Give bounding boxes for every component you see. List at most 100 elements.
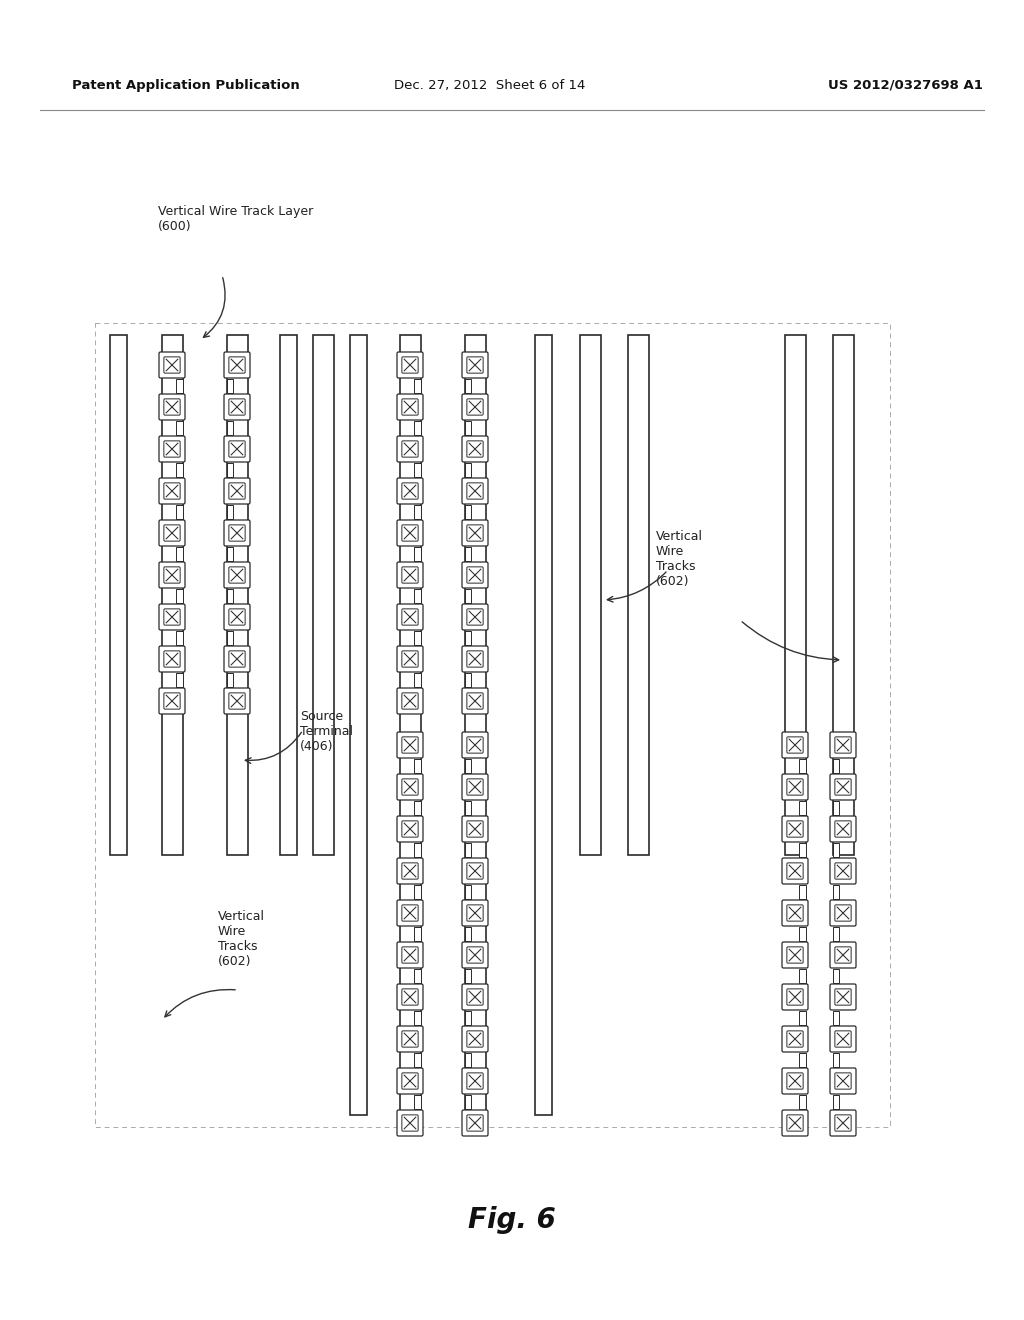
FancyBboxPatch shape [159, 645, 185, 672]
Bar [414, 884, 421, 899]
FancyBboxPatch shape [224, 352, 250, 378]
Bar [465, 1053, 471, 1067]
FancyBboxPatch shape [164, 651, 180, 667]
FancyBboxPatch shape [401, 609, 418, 626]
FancyBboxPatch shape [401, 821, 418, 837]
FancyBboxPatch shape [159, 478, 185, 504]
FancyBboxPatch shape [401, 483, 418, 499]
Bar [414, 546, 421, 561]
Bar [465, 884, 471, 899]
FancyBboxPatch shape [830, 983, 856, 1010]
Bar [414, 1011, 421, 1026]
Text: Vertical
Wire
Tracks
(602): Vertical Wire Tracks (602) [656, 531, 703, 587]
FancyBboxPatch shape [397, 562, 423, 587]
FancyBboxPatch shape [786, 1073, 803, 1089]
Text: Vertical Wire Track Layer
(600): Vertical Wire Track Layer (600) [158, 205, 313, 234]
FancyBboxPatch shape [401, 693, 418, 709]
FancyBboxPatch shape [229, 399, 245, 414]
Bar [799, 1053, 806, 1067]
Bar [799, 927, 806, 941]
FancyBboxPatch shape [229, 693, 245, 709]
FancyBboxPatch shape [224, 436, 250, 462]
FancyBboxPatch shape [224, 645, 250, 672]
FancyBboxPatch shape [782, 816, 808, 842]
FancyBboxPatch shape [786, 863, 803, 879]
FancyBboxPatch shape [467, 863, 483, 879]
Bar [95, 323, 890, 1127]
FancyBboxPatch shape [830, 1026, 856, 1052]
FancyBboxPatch shape [830, 816, 856, 842]
FancyBboxPatch shape [462, 942, 488, 968]
Bar [110, 335, 127, 855]
Bar [833, 843, 839, 857]
FancyBboxPatch shape [462, 1110, 488, 1137]
FancyBboxPatch shape [224, 688, 250, 714]
FancyBboxPatch shape [462, 900, 488, 927]
FancyBboxPatch shape [401, 399, 418, 414]
Bar [799, 843, 806, 857]
Bar [833, 335, 853, 855]
FancyBboxPatch shape [224, 605, 250, 630]
Bar [312, 335, 334, 855]
FancyBboxPatch shape [786, 779, 803, 795]
Bar [226, 506, 233, 519]
FancyBboxPatch shape [782, 1068, 808, 1094]
FancyBboxPatch shape [462, 1068, 488, 1094]
Bar [465, 1096, 471, 1109]
FancyBboxPatch shape [397, 983, 423, 1010]
Bar [833, 1053, 839, 1067]
FancyBboxPatch shape [835, 989, 851, 1005]
FancyBboxPatch shape [164, 609, 180, 626]
Bar [580, 335, 600, 855]
FancyBboxPatch shape [467, 693, 483, 709]
FancyBboxPatch shape [467, 989, 483, 1005]
FancyBboxPatch shape [467, 525, 483, 541]
FancyBboxPatch shape [782, 900, 808, 927]
FancyBboxPatch shape [835, 1031, 851, 1047]
FancyBboxPatch shape [467, 1031, 483, 1047]
FancyBboxPatch shape [830, 900, 856, 927]
Bar [414, 631, 421, 645]
FancyBboxPatch shape [397, 1026, 423, 1052]
FancyBboxPatch shape [467, 1115, 483, 1131]
Bar [628, 335, 648, 855]
FancyBboxPatch shape [830, 1068, 856, 1094]
FancyBboxPatch shape [401, 356, 418, 374]
FancyBboxPatch shape [401, 906, 418, 921]
FancyBboxPatch shape [159, 520, 185, 546]
FancyBboxPatch shape [401, 525, 418, 541]
FancyBboxPatch shape [782, 983, 808, 1010]
Bar [414, 463, 421, 477]
FancyBboxPatch shape [467, 566, 483, 583]
Bar [465, 1011, 471, 1026]
FancyBboxPatch shape [229, 356, 245, 374]
Bar [465, 673, 471, 686]
FancyBboxPatch shape [462, 562, 488, 587]
FancyBboxPatch shape [224, 562, 250, 587]
FancyBboxPatch shape [164, 441, 180, 457]
Bar [799, 969, 806, 983]
FancyBboxPatch shape [786, 1115, 803, 1131]
FancyBboxPatch shape [164, 566, 180, 583]
FancyBboxPatch shape [830, 858, 856, 884]
FancyBboxPatch shape [229, 566, 245, 583]
FancyBboxPatch shape [462, 774, 488, 800]
FancyBboxPatch shape [467, 737, 483, 754]
Bar [465, 546, 471, 561]
FancyBboxPatch shape [467, 483, 483, 499]
FancyBboxPatch shape [401, 566, 418, 583]
FancyBboxPatch shape [397, 900, 423, 927]
FancyBboxPatch shape [397, 733, 423, 758]
Bar [465, 801, 471, 814]
FancyBboxPatch shape [835, 1073, 851, 1089]
Bar [176, 379, 182, 393]
Bar [465, 589, 471, 603]
FancyBboxPatch shape [462, 352, 488, 378]
FancyBboxPatch shape [786, 821, 803, 837]
Bar [465, 631, 471, 645]
Bar [414, 843, 421, 857]
FancyBboxPatch shape [224, 520, 250, 546]
Bar [799, 884, 806, 899]
FancyBboxPatch shape [467, 356, 483, 374]
Text: Fig. 6: Fig. 6 [468, 1206, 556, 1234]
